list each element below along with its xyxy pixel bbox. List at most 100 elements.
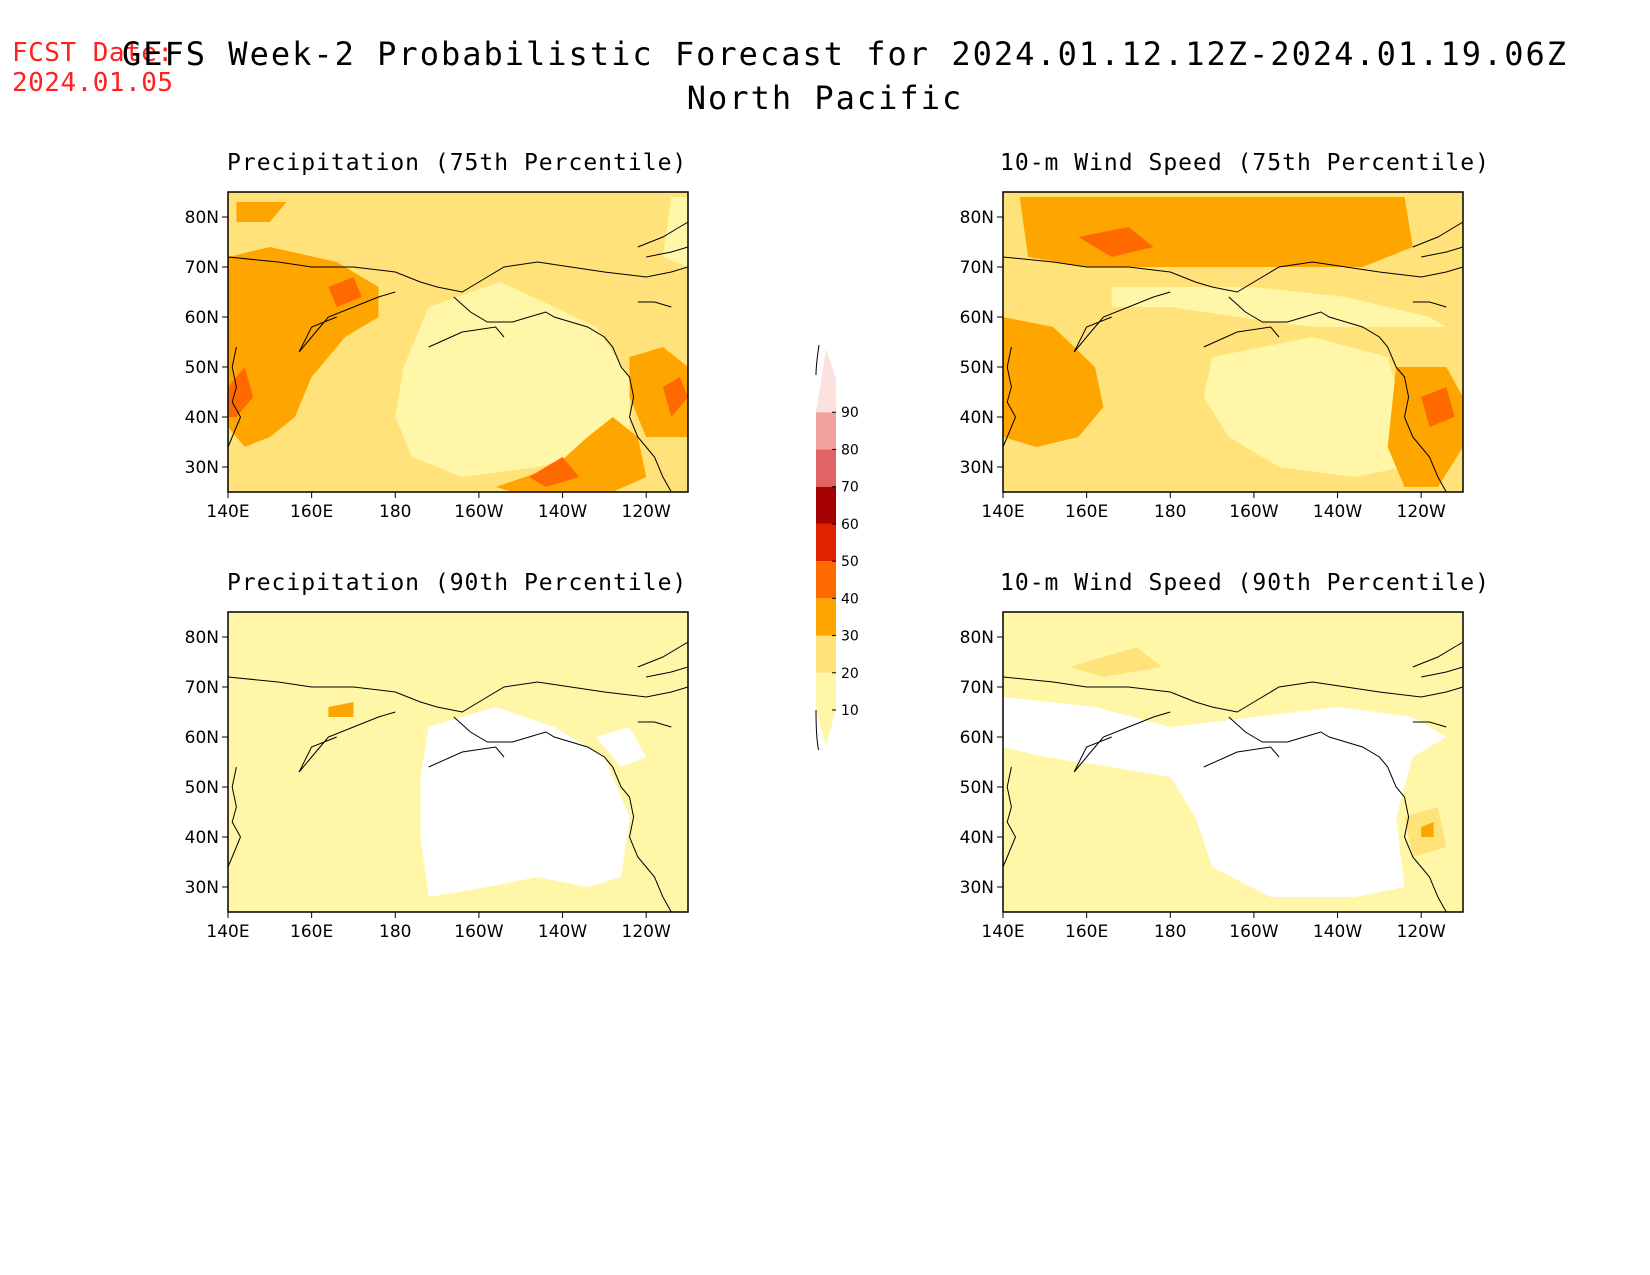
map-precip-90: 80N 70N 60N 50N 40N 30N 140E 160E 180 160W 140W 120… — [185, 611, 689, 940]
shaded-region — [1421, 387, 1455, 427]
lat-label: 30N — [960, 878, 994, 898]
shaded-region — [1003, 697, 1447, 897]
map-frame — [227, 611, 689, 913]
lat-label: 30N — [960, 458, 994, 478]
map-wind-90: 80N 70N 60N 50N 40N 30N 140E 160E 180 160W 140W 120… — [960, 611, 1464, 940]
colorbar-segment — [816, 523, 836, 562]
lon-label: 160E — [290, 922, 333, 940]
lat-label: 50N — [185, 358, 219, 378]
lon-label: 160W — [454, 922, 503, 940]
shaded-region — [1203, 337, 1405, 477]
shaded-region — [1111, 287, 1447, 327]
coastline — [1412, 301, 1447, 308]
lon-label: 120W — [622, 922, 671, 940]
coastline — [228, 676, 688, 713]
coastline — [646, 666, 688, 678]
shaded-region — [328, 702, 354, 717]
colorbar-segment — [816, 672, 836, 710]
coastline — [1412, 721, 1447, 728]
coastline — [228, 346, 242, 448]
coastline-layer — [228, 641, 688, 912]
lon-label: 140E — [981, 922, 1024, 940]
main-title-line1: GEFS Week-2 Probabilistic Forecast for 2… — [121, 35, 1569, 73]
shaded-region — [228, 367, 254, 417]
colorbar-label: 10 — [841, 703, 859, 719]
lat-label: 80N — [185, 628, 219, 648]
coastline — [1421, 666, 1463, 678]
forecast-date-value: 2024.01.05 — [12, 68, 174, 98]
lat-label: 30N — [185, 458, 219, 478]
colorbar-label: 60 — [841, 517, 859, 533]
lat-label: 60N — [185, 308, 219, 328]
shaded-region — [420, 707, 630, 897]
lat-label: 50N — [185, 778, 219, 798]
coastline — [1003, 676, 1463, 713]
lat-label: 50N — [960, 778, 994, 798]
lon-label: 120W — [1397, 502, 1446, 520]
colorbar-label: 70 — [841, 480, 859, 496]
map-frame — [227, 191, 689, 493]
coastline — [1228, 296, 1447, 492]
lon-label: 180 — [1154, 922, 1186, 940]
coastline — [298, 711, 396, 773]
forecast-date-label: FCST Date: 2024.01.05 — [12, 38, 174, 98]
main-title: GEFS Week-2 Probabilistic Forecast for 2… — [0, 32, 1650, 120]
coastline — [1073, 291, 1171, 353]
coastline — [1003, 346, 1017, 448]
coastline — [228, 766, 242, 868]
shaded-region — [662, 377, 688, 417]
coastline — [1421, 246, 1463, 258]
coastline — [646, 246, 688, 258]
forecast-date-caption: FCST Date: — [12, 38, 174, 68]
colorbar-segment — [816, 561, 836, 599]
panel-title-precip-90: Precipitation (90th Percentile) — [227, 570, 688, 596]
panel-title-wind-75: 10-m Wind Speed (75th Percentile) — [1000, 150, 1490, 176]
lat-label: 80N — [185, 208, 219, 228]
shading-layer — [1003, 192, 1463, 492]
coastline — [637, 721, 672, 728]
lon-label: 140W — [538, 502, 587, 520]
lat-label: 60N — [960, 728, 994, 748]
lat-label: 70N — [960, 258, 994, 278]
lat-label: 70N — [185, 258, 219, 278]
coastline — [428, 746, 505, 768]
map-frame — [1002, 611, 1464, 913]
colorbar-label: 90 — [841, 405, 859, 421]
shading-layer — [228, 192, 688, 492]
colorbar-label: 40 — [841, 591, 859, 607]
lat-label: 40N — [960, 828, 994, 848]
coastline-layer — [1003, 641, 1463, 912]
coastline-layer — [1003, 221, 1463, 492]
colorbar-label: 30 — [841, 629, 859, 645]
lon-label: 120W — [1397, 922, 1446, 940]
shaded-region — [1069, 647, 1162, 677]
lat-label: 80N — [960, 628, 994, 648]
coastline — [637, 221, 688, 248]
shaded-region — [1421, 822, 1434, 837]
coastline — [637, 641, 688, 668]
coastline — [453, 296, 672, 492]
lat-label: 70N — [960, 678, 994, 698]
lon-label: 160W — [454, 502, 503, 520]
panel-title-precip-75: Precipitation (75th Percentile) — [227, 150, 688, 176]
shaded-region — [495, 417, 647, 492]
shading-layer — [1003, 612, 1463, 912]
map-wind-75: 80N 70N 60N 50N 40N 30N 140E 160E 180 160W 140W 120… — [960, 191, 1464, 520]
lon-label: 140W — [1313, 922, 1362, 940]
coastline — [1203, 746, 1280, 768]
lon-label: 160W — [1229, 502, 1278, 520]
lon-label: 140E — [981, 502, 1024, 520]
lon-label: 140E — [206, 922, 249, 940]
coastline — [1003, 256, 1463, 293]
lon-label: 180 — [379, 922, 411, 940]
coastline — [453, 716, 672, 912]
colorbar-label: 50 — [841, 554, 859, 570]
coastline — [428, 326, 505, 348]
lon-label: 160E — [1065, 922, 1108, 940]
coastline — [298, 291, 396, 353]
colorbar-segment — [816, 349, 836, 413]
colorbar-segment — [816, 598, 836, 636]
lat-label: 60N — [185, 728, 219, 748]
shaded-region — [328, 277, 362, 307]
lat-label: 40N — [960, 408, 994, 428]
